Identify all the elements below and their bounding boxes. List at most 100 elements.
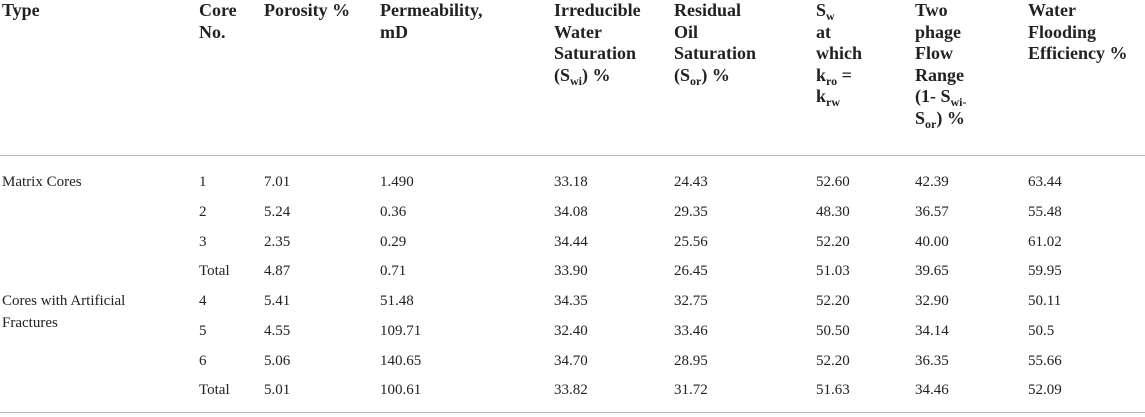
header-line: Flooding [1028,21,1097,42]
header-line: Irreducible [554,0,641,20]
header-line: (Sor) % [674,65,756,87]
cell-permeability: 51.48 [380,293,414,309]
header-two-phase: Two phage Flow Range (1- Swi- Sor) % [915,0,967,130]
header-text: (S [674,64,691,85]
header-text: (S [554,64,571,85]
cell-core: 6 [199,353,207,369]
header-sw: Sw at which kro = krw [816,0,862,108]
header-subscript: ro [826,73,838,88]
cell-permeability: 1.490 [380,174,414,190]
header-line: Efficiency % [1028,43,1128,63]
cell-efficiency: 50.11 [1028,293,1062,309]
header-line: which [816,43,863,63]
cell-permeability: 109.71 [380,323,422,339]
cell-core: Total [199,382,230,398]
header-porosity: Porosity % [264,0,350,22]
header-line: (1- Swi- [915,86,967,108]
cell-efficiency: 52.09 [1028,382,1062,398]
header-line: Sor) % [915,108,967,130]
group-label: Cores with Artificial Fractures [2,290,125,334]
cell-sw: 51.03 [816,263,850,279]
header-line: Two [915,0,948,20]
header-line: Water [1028,0,1076,20]
header-divider [0,155,1145,156]
header-line: Water [554,21,602,42]
cell-efficiency: 61.02 [1028,234,1062,250]
header-permeability: Permeability, mD [380,0,482,43]
cell-sor: 28.95 [674,353,708,369]
cell-porosity: 5.41 [264,293,291,309]
cell-two-phase: 39.65 [915,263,949,279]
cell-sor: 26.45 [674,263,708,279]
cell-sor: 32.75 [674,293,708,309]
header-line: Type [2,0,40,20]
cell-swi: 32.40 [554,323,588,339]
header-line: at [816,21,831,42]
cell-swi: 34.08 [554,204,588,220]
cell-permeability: 140.65 [380,353,422,369]
cell-porosity: 4.87 [264,263,291,279]
header-subscript: or [925,116,937,131]
cell-two-phase: 42.39 [915,174,949,190]
header-line: No. [199,21,226,42]
cell-core: 5 [199,323,207,339]
cell-two-phase: 34.46 [915,382,949,398]
group-label-line: Cores with Artificial [2,293,126,309]
cell-core: 2 [199,204,207,220]
header-text: ) % [582,64,611,85]
cell-permeability: 0.71 [380,263,407,279]
cell-core: 1 [199,174,207,190]
cell-sw: 52.20 [816,234,850,250]
cell-permeability: 100.61 [380,382,422,398]
cell-permeability: 0.29 [380,234,407,250]
header-text: S [816,0,827,20]
header-subscript: w [826,9,835,23]
cell-core: 4 [199,293,207,309]
cell-efficiency: 59.95 [1028,263,1062,279]
header-line: phage [915,21,962,42]
table-bottom-rule [0,412,1145,413]
header-line: Permeability, [380,0,483,20]
cell-porosity: 7.01 [264,174,291,190]
cell-core: 3 [199,234,207,250]
cell-two-phase: 36.35 [915,353,949,369]
header-line: mD [380,21,408,42]
header-text: = [837,64,852,85]
cell-porosity: 2.35 [264,234,291,250]
cell-two-phase: 36.57 [915,204,949,220]
cell-swi: 34.70 [554,353,588,369]
header-line: Residual [674,0,742,20]
cell-sw: 52.20 [816,353,850,369]
header-text: ) % [936,107,965,128]
cell-swi: 34.35 [554,293,588,309]
header-line: (Swi) % [554,65,641,87]
cell-sw: 50.50 [816,323,850,339]
cell-sor: 31.72 [674,382,708,398]
header-line: Porosity % [264,0,351,20]
cell-two-phase: 40.00 [915,234,949,250]
group-label-line: Matrix Cores [2,174,82,190]
header-line: Oil [674,21,699,42]
header-text: S [915,107,926,128]
header-sor: Residual Oil Saturation (Sor) % [674,0,756,87]
header-line: Saturation [554,43,637,63]
header-text: (1- S [915,86,951,106]
header-text: ) % [701,64,730,85]
header-line: Core [199,0,237,20]
group-label: Matrix Cores [2,171,82,193]
cell-porosity: 4.55 [264,323,291,339]
cell-swi: 33.90 [554,263,588,279]
header-line: Range [915,64,964,85]
cell-porosity: 5.06 [264,353,291,369]
cell-efficiency: 55.66 [1028,353,1062,369]
cell-efficiency: 55.48 [1028,204,1062,220]
cell-efficiency: 50.5 [1028,323,1055,339]
cell-core: Total [199,263,230,279]
cell-sw: 48.30 [816,204,850,220]
cell-sor: 29.35 [674,204,708,220]
cell-sw: 52.60 [816,174,850,190]
header-core: Core No. [199,0,237,43]
cell-sor: 24.43 [674,174,708,190]
cell-efficiency: 63.44 [1028,174,1062,190]
header-subscript: rw [826,95,841,109]
